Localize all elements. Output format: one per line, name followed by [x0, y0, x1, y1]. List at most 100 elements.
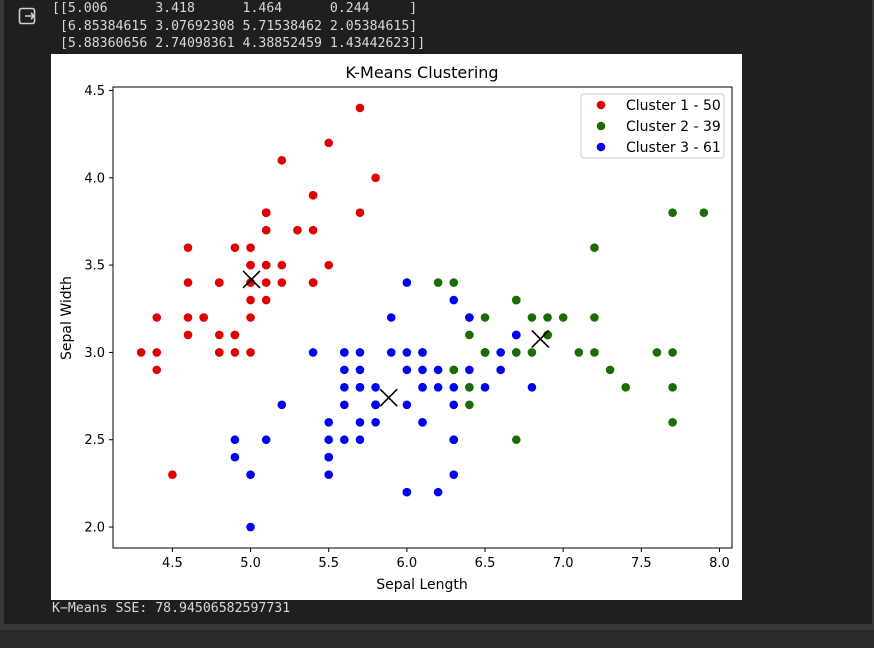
cluster-3-point	[402, 348, 412, 357]
cluster-3-point	[402, 487, 412, 497]
cluster-1-point	[261, 295, 271, 305]
centroid-marker	[242, 270, 261, 289]
sse-output: K−Means SSE: 78.94506582597731	[52, 601, 291, 616]
cluster-3-point	[261, 435, 271, 445]
cluster-3-point	[340, 348, 349, 357]
cluster-1-point	[230, 243, 240, 252]
cluster-1-point	[136, 348, 146, 357]
cluster-1-point	[230, 330, 240, 340]
cluster-2-point	[699, 208, 709, 218]
cluster-2-point	[543, 313, 552, 322]
cluster-2-point	[449, 365, 459, 375]
cluster-2-point	[668, 348, 677, 357]
cluster-3-point	[324, 417, 334, 427]
cluster-2-point	[511, 435, 521, 445]
cluster-2-point	[480, 313, 490, 322]
y-axis-label: Sepal Width	[59, 276, 75, 360]
cluster-3-point	[465, 313, 474, 322]
cluster-1-point	[277, 260, 287, 270]
cluster-3-point	[308, 348, 318, 357]
cluster-3-point	[480, 383, 490, 392]
cluster-1-point	[183, 243, 193, 252]
cluster-3-point	[433, 365, 443, 375]
cluster-3-point	[340, 365, 349, 375]
legend-entry: Cluster 1 - 50	[626, 98, 721, 114]
cluster-2-point	[449, 278, 459, 287]
cluster-3-point	[402, 400, 412, 410]
centers-line: [5.88360656 2.74098361 4.38852459 1.4344…	[52, 36, 426, 51]
cluster-1-point	[355, 103, 365, 113]
cluster-1-point	[246, 243, 255, 252]
plot-area: 4.5 5.0 5.5 6.0 6.5 7.0 7.5 8.0 2.0 2.5 3.0 3.5 4.0 4…	[84, 84, 733, 571]
cluster-3-point	[418, 383, 427, 392]
x-axis-label: Sepal Length	[376, 577, 468, 593]
cluster-2-point	[590, 348, 599, 357]
cluster-2-point	[621, 383, 631, 392]
cluster-1-point	[277, 156, 287, 165]
axes-frame	[112, 86, 733, 549]
legend-box	[580, 93, 725, 159]
cluster-2-point	[480, 348, 490, 357]
cluster-3-point	[527, 383, 537, 392]
chart-title: K-Means Clustering	[345, 63, 498, 82]
cluster-3-point	[355, 417, 365, 427]
cluster-1-point	[214, 278, 224, 287]
cluster-3-point	[340, 383, 349, 392]
cluster-3-point	[324, 435, 334, 445]
cluster-2-point	[511, 348, 521, 357]
cluster-3-point	[277, 400, 287, 410]
y-tick-label: 2.0	[84, 521, 105, 536]
cluster-1-point	[308, 190, 318, 200]
y-tick-label: 3.5	[84, 259, 105, 274]
cluster-1-point	[152, 365, 162, 375]
centroid-marker	[379, 388, 398, 407]
cluster-3-point	[355, 348, 365, 357]
cluster-3-point	[324, 452, 334, 462]
cluster-1-point	[261, 208, 271, 218]
x-tick-label: 4.5	[162, 556, 183, 571]
x-tick-label: 5.0	[240, 556, 261, 571]
cluster-1-point	[308, 278, 318, 287]
cluster-3-point	[433, 487, 443, 497]
cluster-3-point	[449, 470, 459, 479]
cluster-3-point	[418, 365, 427, 375]
cluster-3-point	[246, 522, 255, 532]
cluster-1-point	[246, 260, 255, 270]
cluster-1-point	[246, 295, 255, 305]
cluster-2-point	[590, 243, 599, 252]
cluster-3-point	[433, 383, 443, 392]
legend-entry: Cluster 2 - 39	[626, 119, 721, 135]
cluster-3-point	[230, 435, 240, 445]
cluster-1-point	[324, 260, 334, 270]
centers-line: [[5.006 3.418 1.464 0.244 ]	[52, 1, 418, 16]
cluster-3-point	[449, 295, 459, 305]
cluster-3-point	[449, 435, 459, 445]
cluster-1-point	[214, 348, 224, 357]
cluster-3-point	[496, 348, 505, 357]
cluster-1-point	[371, 173, 380, 183]
cell-footer-strip	[0, 630, 874, 648]
cluster-1-point	[261, 278, 271, 287]
centroid-marker	[531, 329, 550, 349]
cluster-2-point	[668, 208, 677, 218]
cluster-3-point	[465, 365, 474, 375]
output-exit-icon[interactable]	[16, 5, 38, 27]
cluster-3-point	[496, 365, 505, 375]
x-tick-label: 6.0	[397, 556, 418, 571]
cluster-3-point	[418, 417, 427, 427]
cluster-2-point	[465, 383, 474, 392]
cluster-1-point	[183, 278, 193, 287]
cluster-1-point	[246, 348, 255, 357]
cluster-3-point	[340, 435, 349, 445]
cluster-1-point	[261, 225, 271, 235]
y-tick-label: 3.0	[84, 346, 105, 361]
cluster-1-point	[152, 348, 162, 357]
cluster-3-point	[511, 330, 521, 340]
cluster-2-point	[465, 330, 474, 340]
cluster-1-point	[324, 138, 334, 148]
cluster-centers-output: [[5.006 3.418 1.464 0.244 ] [6.85384615 …	[52, 0, 425, 53]
cluster-1-point	[293, 225, 302, 235]
kmeans-figure: K-Means Clustering 4.5 5.0 5.5 6.0 6.5 7.0 7.5…	[51, 54, 742, 600]
cluster-3-point	[386, 348, 396, 357]
